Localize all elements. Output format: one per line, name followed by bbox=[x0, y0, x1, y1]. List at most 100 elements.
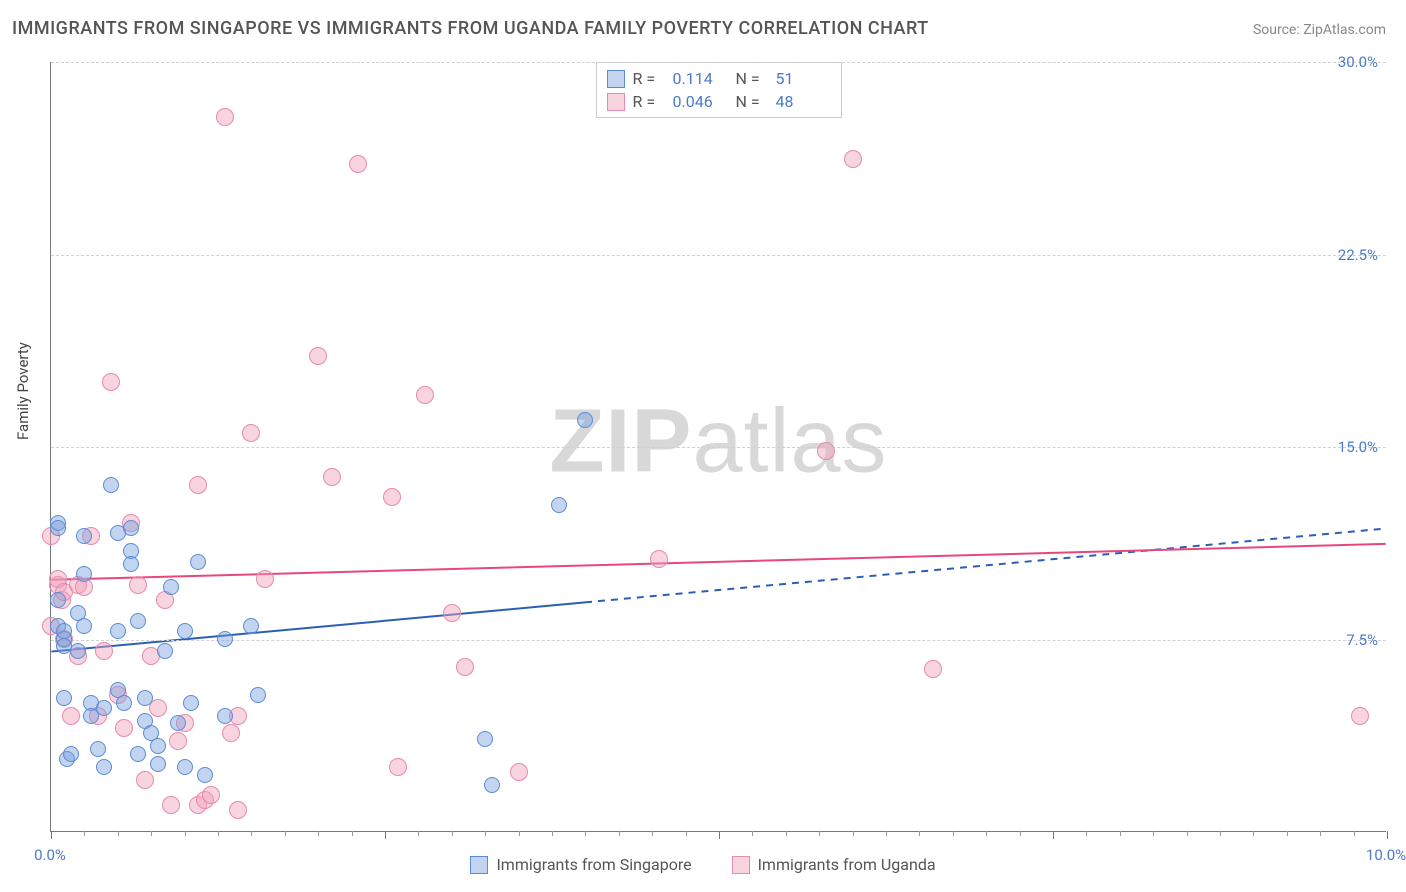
x-tick-minor bbox=[786, 831, 787, 836]
data-point bbox=[96, 759, 112, 775]
legend-n-label: N = bbox=[736, 92, 768, 111]
data-point bbox=[115, 719, 133, 737]
data-point bbox=[229, 801, 247, 819]
data-point bbox=[177, 623, 193, 639]
gridline bbox=[51, 640, 1386, 641]
watermark-light: atlas bbox=[692, 391, 887, 491]
y-tick-label: 7.5% bbox=[1346, 631, 1378, 649]
data-point bbox=[817, 442, 835, 460]
data-point bbox=[123, 556, 139, 572]
data-point bbox=[256, 570, 274, 588]
x-tick-major bbox=[51, 831, 52, 839]
x-tick-minor bbox=[1220, 831, 1221, 836]
data-point bbox=[62, 707, 80, 725]
data-point bbox=[149, 699, 167, 717]
data-point bbox=[50, 520, 66, 536]
chart-title: IMMIGRANTS FROM SINGAPORE VS IMMIGRANTS … bbox=[12, 18, 929, 39]
y-tick-label: 22.5% bbox=[1338, 246, 1378, 264]
data-point bbox=[90, 741, 106, 757]
x-tick-minor bbox=[118, 831, 119, 836]
data-point bbox=[163, 579, 179, 595]
x-tick-minor bbox=[251, 831, 252, 836]
x-tick-minor bbox=[1187, 831, 1188, 836]
legend-n-label: N = bbox=[736, 69, 768, 88]
gridline bbox=[51, 62, 1386, 63]
x-tick-major bbox=[385, 831, 386, 839]
correlation-chart: IMMIGRANTS FROM SINGAPORE VS IMMIGRANTS … bbox=[0, 0, 1406, 892]
data-point bbox=[243, 618, 259, 634]
data-point bbox=[510, 763, 528, 781]
data-point bbox=[1351, 707, 1369, 725]
x-tick-minor bbox=[1354, 831, 1355, 836]
data-point bbox=[150, 756, 166, 772]
x-tick-minor bbox=[819, 831, 820, 836]
data-point bbox=[577, 412, 593, 428]
data-point bbox=[130, 746, 146, 762]
watermark: ZIPatlas bbox=[549, 390, 887, 493]
x-tick-minor bbox=[986, 831, 987, 836]
data-point bbox=[123, 520, 139, 536]
x-tick-minor bbox=[552, 831, 553, 836]
data-point bbox=[150, 738, 166, 754]
data-point bbox=[477, 731, 493, 747]
data-point bbox=[484, 777, 500, 793]
legend-r-label: R = bbox=[633, 92, 665, 111]
x-tick-minor bbox=[652, 831, 653, 836]
data-point bbox=[551, 497, 567, 513]
legend-row: R =0.114N =51 bbox=[607, 67, 831, 90]
x-tick-minor bbox=[485, 831, 486, 836]
x-tick-label: 0.0% bbox=[34, 846, 66, 864]
data-point bbox=[110, 623, 126, 639]
data-point bbox=[162, 796, 180, 814]
data-point bbox=[95, 642, 113, 660]
x-tick-minor bbox=[452, 831, 453, 836]
data-point bbox=[189, 476, 207, 494]
data-point bbox=[197, 767, 213, 783]
x-tick-major bbox=[719, 831, 720, 839]
data-point bbox=[169, 732, 187, 750]
data-point bbox=[202, 786, 220, 804]
data-point bbox=[844, 150, 862, 168]
data-point bbox=[103, 477, 119, 493]
data-point bbox=[116, 695, 132, 711]
legend-row: R =0.046N =48 bbox=[607, 90, 831, 113]
x-tick-minor bbox=[919, 831, 920, 836]
data-point bbox=[309, 347, 327, 365]
x-tick-minor bbox=[1020, 831, 1021, 836]
gridline bbox=[51, 255, 1386, 256]
data-point bbox=[76, 618, 92, 634]
data-point bbox=[389, 758, 407, 776]
data-point bbox=[157, 643, 173, 659]
y-tick-label: 30.0% bbox=[1338, 53, 1378, 71]
legend-label: Immigrants from Singapore bbox=[496, 855, 691, 874]
x-tick-minor bbox=[1253, 831, 1254, 836]
data-point bbox=[177, 759, 193, 775]
x-tick-minor bbox=[853, 831, 854, 836]
legend-n-value: 48 bbox=[776, 92, 831, 111]
data-point bbox=[349, 155, 367, 173]
y-axis-label: Family Poverty bbox=[14, 342, 32, 440]
y-tick-label: 15.0% bbox=[1338, 438, 1378, 456]
gridline bbox=[51, 447, 1386, 448]
x-tick-minor bbox=[151, 831, 152, 836]
data-point bbox=[63, 746, 79, 762]
data-point bbox=[416, 386, 434, 404]
data-point bbox=[217, 708, 233, 724]
data-point bbox=[323, 468, 341, 486]
x-tick-minor bbox=[1320, 831, 1321, 836]
data-point bbox=[56, 623, 72, 639]
data-point bbox=[170, 715, 186, 731]
x-tick-minor bbox=[418, 831, 419, 836]
data-point bbox=[70, 643, 86, 659]
x-tick-minor bbox=[752, 831, 753, 836]
x-tick-minor bbox=[519, 831, 520, 836]
data-point bbox=[183, 695, 199, 711]
data-point bbox=[250, 687, 266, 703]
x-tick-minor bbox=[318, 831, 319, 836]
data-point bbox=[129, 576, 147, 594]
x-tick-major bbox=[1053, 831, 1054, 839]
x-tick-minor bbox=[185, 831, 186, 836]
data-point bbox=[190, 554, 206, 570]
legend-label: Immigrants from Uganda bbox=[758, 855, 936, 874]
data-point bbox=[924, 660, 942, 678]
